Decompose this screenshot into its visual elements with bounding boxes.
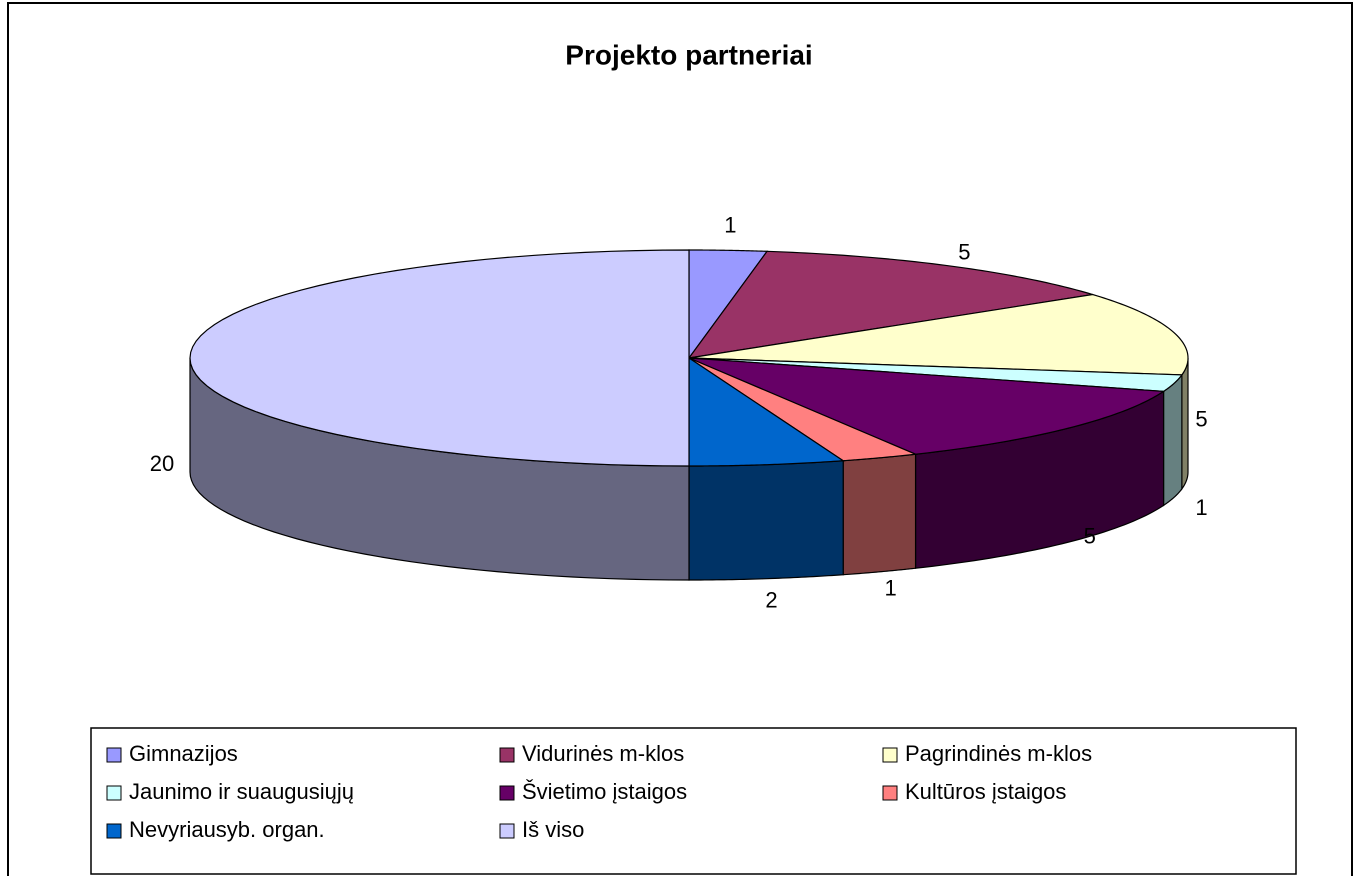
data-label: 5 — [958, 240, 970, 265]
pie-slice-side — [842, 453, 917, 576]
legend-label: Gimnazijos — [129, 741, 238, 766]
data-label: 5 — [1195, 407, 1207, 432]
pie-slice — [687, 250, 1093, 359]
legend-label: Jaunimo ir suaugusiųjų — [129, 779, 354, 804]
legend-swatch — [499, 785, 515, 801]
pie-slice — [688, 357, 918, 462]
data-label: 1 — [724, 212, 736, 237]
pie-slice — [688, 357, 1166, 455]
data-label: 5 — [1084, 524, 1096, 549]
pie-slice — [688, 293, 1189, 376]
legend-swatch — [106, 823, 122, 839]
legend-swatch — [106, 785, 122, 801]
legend-swatch — [499, 823, 515, 839]
pie-slice — [189, 249, 690, 467]
chart-title: Projekto partneriai — [565, 39, 812, 70]
legend-label: Nevyriausyb. organ. — [129, 817, 325, 842]
legend-label: Švietimo įstaigos — [522, 779, 687, 804]
legend-swatch — [882, 747, 898, 763]
pie-slice-side — [1162, 373, 1183, 507]
legend-swatch — [499, 747, 515, 763]
data-label: 20 — [150, 451, 174, 476]
pie-slice-side — [688, 460, 844, 581]
legend-label: Iš viso — [522, 817, 584, 842]
legend-swatch — [106, 747, 122, 763]
legend-label: Vidurinės m-klos — [522, 741, 684, 766]
legend-label: Pagrindinės m-klos — [905, 741, 1092, 766]
legend-swatch — [882, 785, 898, 801]
legend-box — [90, 727, 1297, 875]
pie-slice — [688, 356, 845, 467]
data-label: 1 — [885, 575, 897, 600]
data-label: 2 — [765, 587, 777, 612]
pie-slice-side — [1181, 358, 1189, 491]
data-label: 1 — [1195, 495, 1207, 520]
legend-label: Kultūros įstaigos — [905, 779, 1066, 804]
